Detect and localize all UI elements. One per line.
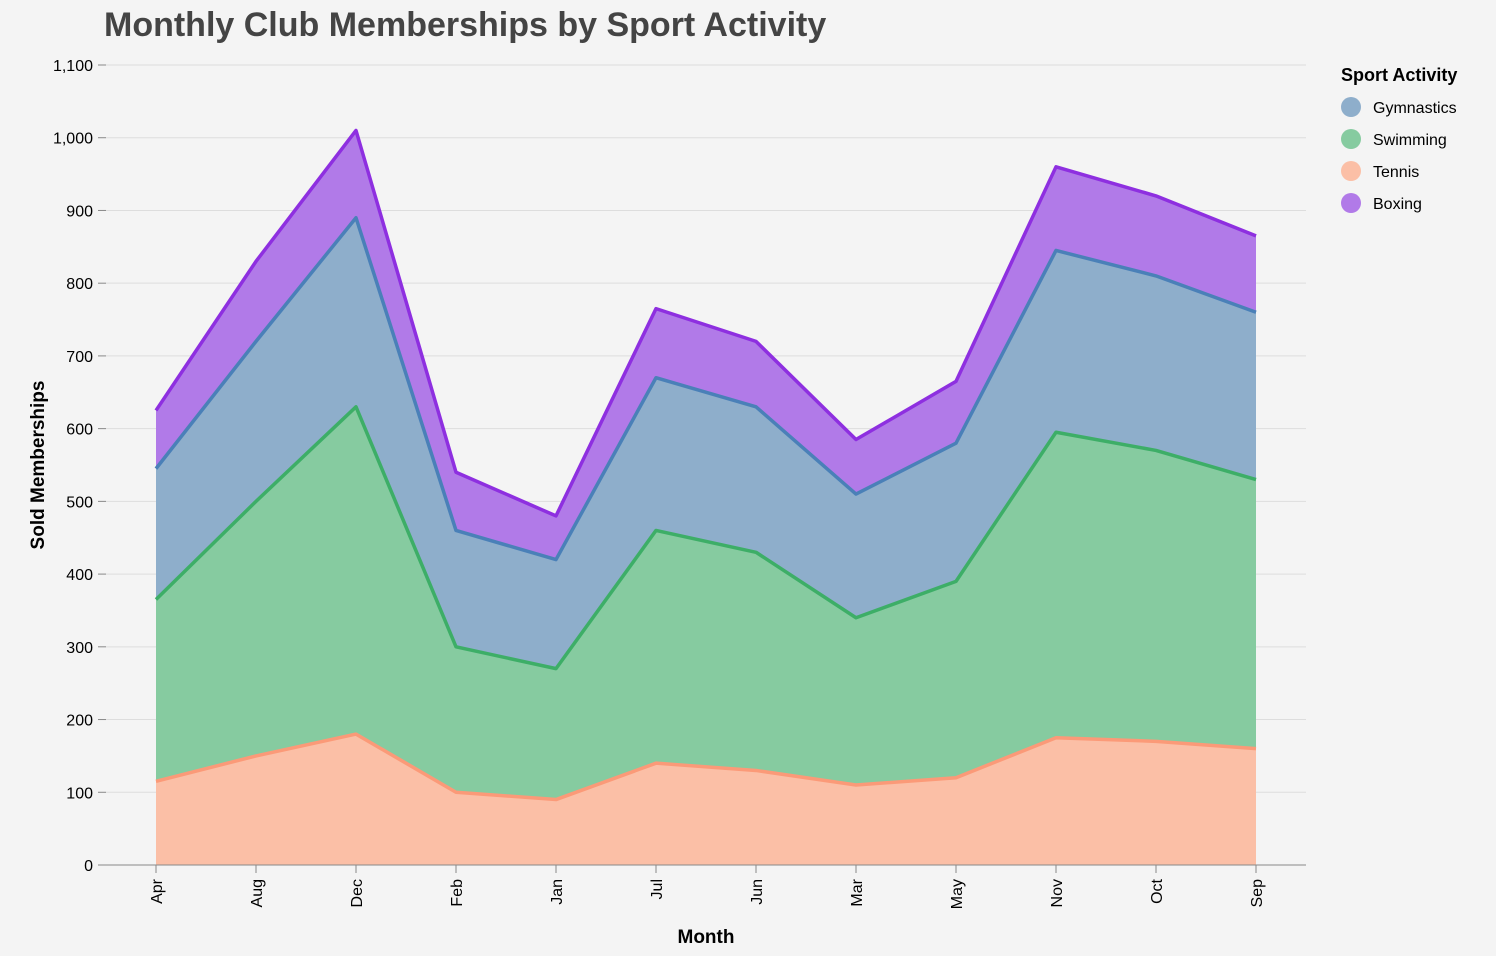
x-axis-title: Month [678, 927, 735, 948]
x-tick-label: Dec [349, 879, 366, 907]
y-tick-label: 900 [66, 203, 93, 220]
x-tick-label: Mar [849, 878, 866, 906]
y-tick-label: 300 [66, 640, 93, 657]
stacked-areas [156, 130, 1256, 865]
line-swimming [154, 405, 1257, 671]
legend-title: Sport Activity [1341, 65, 1457, 85]
x-tick-label: Jun [749, 879, 766, 905]
y-tick-label: 600 [66, 422, 93, 439]
y-tick-label: 500 [66, 494, 93, 511]
legend-label-tennis: Tennis [1373, 164, 1419, 181]
y-tick-label: 800 [66, 276, 93, 293]
area-boxing [156, 130, 1256, 560]
x-tick-label: Aug [249, 879, 266, 907]
y-tick-label: 400 [66, 567, 93, 584]
line-gymnastics [154, 215, 1257, 562]
x-tick-label: Apr [149, 878, 166, 904]
y-tick-label: 700 [66, 349, 93, 366]
legend: Sport Activity Gymnastics Swimming Tennis B… [1341, 65, 1457, 213]
y-tick-label: 100 [66, 785, 93, 802]
x-tick-label: Nov [1049, 879, 1066, 907]
area-tennis [156, 734, 1256, 865]
legend-swatch-tennis [1341, 161, 1361, 181]
y-tick-label: 0 [84, 858, 93, 875]
y-tick-label: 200 [66, 713, 93, 730]
chart-title: Monthly Club Memberships by Sport Activi… [104, 6, 826, 44]
x-tick-label: Jul [649, 879, 666, 899]
axes: 0 100 200 300 400 500 600 700 800 900 1,000 1,100 Ap… [53, 58, 1306, 909]
area-gymnastics [156, 217, 1256, 669]
legend-label-boxing: Boxing [1373, 196, 1422, 213]
legend-swatch-boxing [1341, 193, 1361, 213]
x-tick-label: Sep [1249, 879, 1266, 908]
area-swimming [156, 406, 1256, 800]
y-tick-label: 1,000 [53, 131, 93, 148]
x-tick-label: Oct [1149, 878, 1166, 903]
legend-swatch-swimming [1341, 129, 1361, 149]
x-tick-label: Feb [449, 879, 466, 907]
series-lines [154, 128, 1257, 802]
x-tick-label: May [949, 879, 966, 909]
y-axis-title: Sold Memberships [28, 381, 49, 550]
line-tennis [155, 732, 1257, 802]
y-tick-label: 1,100 [53, 58, 93, 75]
x-tick-label: Jan [549, 879, 566, 905]
legend-label-gymnastics: Gymnastics [1373, 100, 1457, 117]
line-boxing [154, 128, 1257, 518]
legend-swatch-gymnastics [1341, 97, 1361, 117]
legend-label-swimming: Swimming [1373, 132, 1447, 149]
